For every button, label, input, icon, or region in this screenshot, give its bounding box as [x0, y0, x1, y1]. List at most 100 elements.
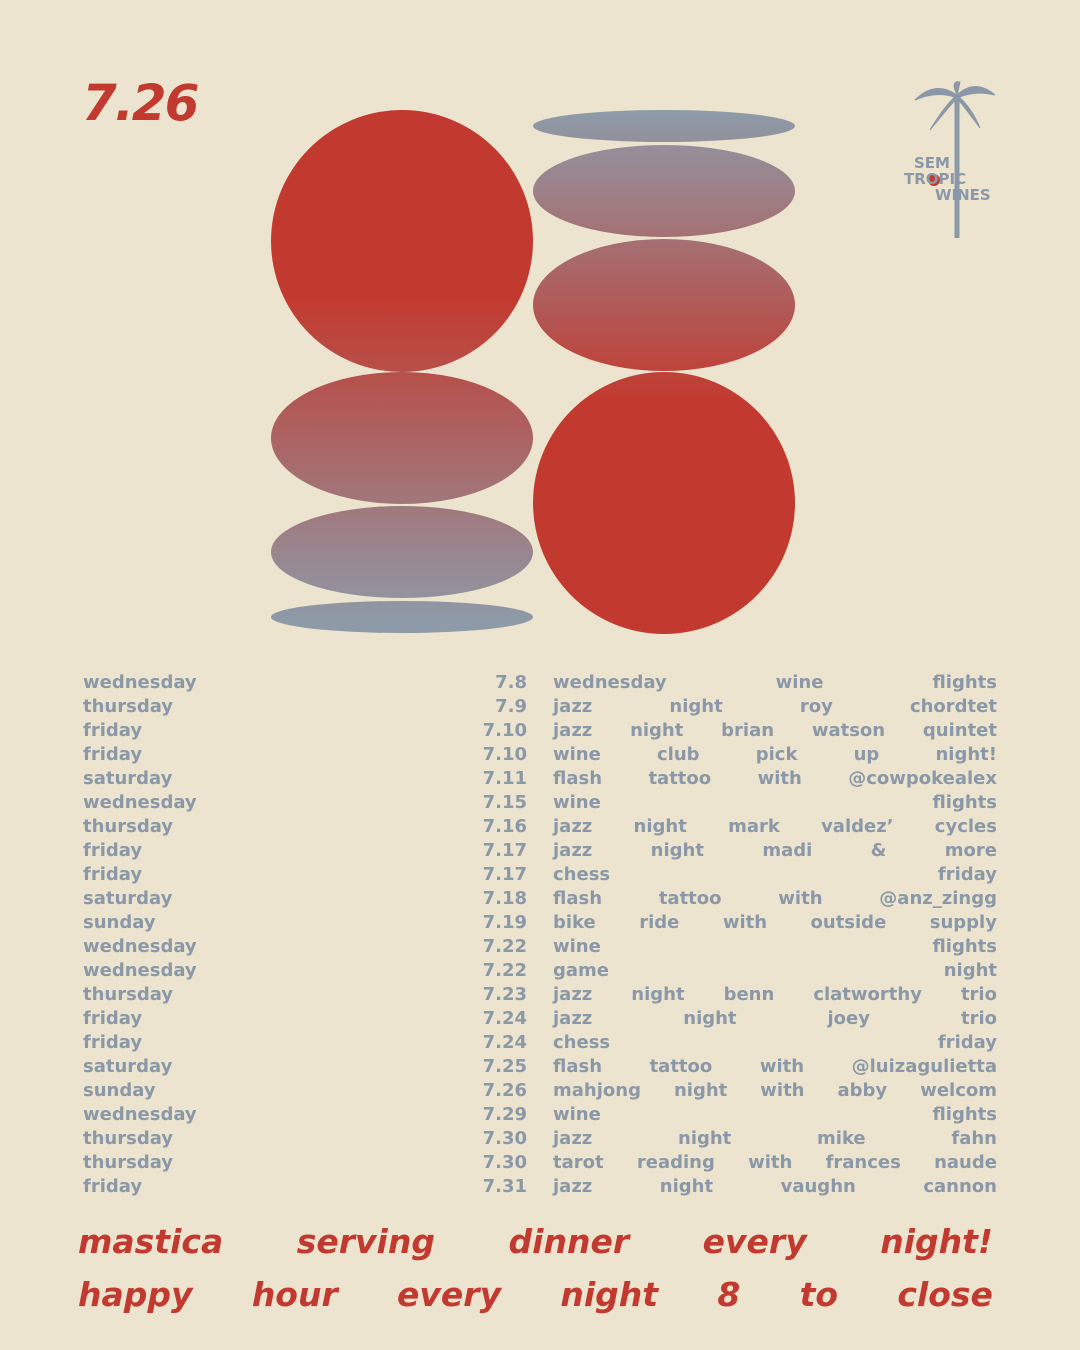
- event-word: flash: [553, 768, 603, 789]
- event-row: friday 7.17 jazz night madi & more: [83, 840, 997, 864]
- event-word: night: [943, 960, 997, 981]
- event-word: fahn: [951, 1128, 997, 1149]
- event-day: friday: [83, 1176, 143, 1197]
- event-word: night: [669, 696, 723, 717]
- event-word: valdez’: [821, 816, 894, 837]
- footer-word: night: [560, 1275, 659, 1314]
- event-row: sunday 7.19 bike ride with outside supply: [83, 912, 997, 936]
- event-word: joey: [827, 1008, 870, 1029]
- event-date: 7.19: [482, 912, 527, 933]
- footer-word: 8: [717, 1275, 741, 1314]
- event-date: 7.10: [482, 744, 527, 765]
- event-word: bike: [553, 912, 596, 933]
- event-date: 7.10: [482, 720, 527, 741]
- event-day: thursday: [83, 1128, 174, 1149]
- footer-word: hour: [251, 1275, 338, 1314]
- event-word: jazz: [553, 816, 593, 837]
- event-word: night: [673, 1080, 728, 1101]
- event-word: night: [683, 1008, 737, 1029]
- event-word: jazz: [553, 1176, 593, 1197]
- event-word: night: [633, 816, 687, 837]
- event-word: with: [760, 1080, 805, 1101]
- event-title: wine club pick up night!: [553, 744, 997, 765]
- event-word: @cowpokealex: [848, 768, 997, 789]
- event-word: with: [778, 888, 823, 909]
- event-title: tarot reading with frances naude: [553, 1152, 997, 1173]
- event-word: wine: [553, 936, 601, 957]
- event-date: 7.15: [482, 792, 527, 813]
- event-row: thursday 7.16 jazz night mark valdez’ cycles: [83, 816, 997, 840]
- event-row: thursday 7.30 tarot reading with frances naude: [83, 1152, 997, 1176]
- header-date: 7.26: [82, 74, 199, 132]
- event-word: tarot: [553, 1152, 604, 1173]
- event-day: friday: [83, 864, 143, 885]
- event-row: wednesday 7.15 wine flights: [83, 792, 997, 816]
- event-day: sunday: [83, 1080, 156, 1101]
- event-word: naude: [934, 1152, 997, 1173]
- event-row: sunday 7.26 mahjong night with abby welcom: [83, 1080, 997, 1104]
- event-word: flights: [932, 936, 997, 957]
- footer-word: serving: [296, 1222, 435, 1261]
- event-word: game: [553, 960, 609, 981]
- event-date: 7.24: [482, 1032, 527, 1053]
- footer-word: close: [897, 1275, 993, 1314]
- footer-line: mastica serving dinner every night!: [78, 1222, 993, 1261]
- footer-word: dinner: [508, 1222, 630, 1261]
- event-title: wednesday wine flights: [553, 672, 997, 693]
- event-word: mike: [817, 1128, 866, 1149]
- event-day: thursday: [83, 1152, 174, 1173]
- event-word: friday: [937, 1032, 997, 1053]
- footer-word: every: [702, 1222, 807, 1261]
- event-word: brian: [721, 720, 775, 741]
- event-date: 7.9: [495, 696, 527, 717]
- event-row: wednesday 7.22 game night: [83, 960, 997, 984]
- logo-line: WINES: [935, 186, 991, 204]
- event-word: jazz: [553, 840, 593, 861]
- event-word: wine: [553, 1104, 601, 1125]
- event-word: roy: [799, 696, 833, 717]
- event-date: 7.29: [482, 1104, 527, 1125]
- event-date: 7.31: [482, 1176, 527, 1197]
- event-word: @anz_zingg: [879, 888, 997, 909]
- event-date: 7.24: [482, 1008, 527, 1029]
- event-word: flash: [553, 888, 603, 909]
- footer-word: to: [799, 1275, 839, 1314]
- event-row: thursday 7.9 jazz night roy chordtet: [83, 696, 997, 720]
- event-title: bike ride with outside supply: [553, 912, 997, 933]
- event-word: @luizagulietta: [851, 1056, 997, 1077]
- event-date: 7.11: [482, 768, 527, 789]
- event-word: flights: [932, 792, 997, 813]
- logo-line: TROPIC: [904, 170, 967, 188]
- event-title: jazz night mark valdez’ cycles: [553, 816, 997, 837]
- event-word: benn: [723, 984, 775, 1005]
- footer-word: mastica: [78, 1222, 224, 1261]
- event-word: wine: [553, 792, 601, 813]
- event-word: wine: [553, 744, 601, 765]
- event-word: night: [678, 1128, 732, 1149]
- event-date: 7.22: [482, 936, 527, 957]
- event-row: friday 7.24 chess friday: [83, 1032, 997, 1056]
- event-word: supply: [929, 912, 997, 933]
- event-title: jazz night madi & more: [553, 840, 997, 861]
- event-date: 7.8: [495, 672, 527, 693]
- event-word: flights: [932, 672, 997, 693]
- event-day: wednesday: [83, 792, 197, 813]
- event-title: flash tattoo with @cowpokealex: [553, 768, 997, 789]
- event-title: wine flights: [553, 792, 997, 813]
- event-date: 7.26: [482, 1080, 527, 1101]
- event-word: wednesday: [553, 672, 667, 693]
- event-date: 7.22: [482, 960, 527, 981]
- event-word: vaughn: [780, 1176, 856, 1197]
- event-day: wednesday: [83, 1104, 197, 1125]
- event-day: sunday: [83, 912, 156, 933]
- event-date: 7.25: [482, 1056, 527, 1077]
- event-word: jazz: [553, 1008, 593, 1029]
- event-word: chordtet: [909, 696, 997, 717]
- event-word: jazz: [553, 984, 593, 1005]
- event-word: with: [748, 1152, 793, 1173]
- event-title: jazz night joey trio: [553, 1008, 997, 1029]
- event-row: friday 7.10 wine club pick up night!: [83, 744, 997, 768]
- event-date: 7.23: [482, 984, 527, 1005]
- event-word: tattoo: [658, 888, 722, 909]
